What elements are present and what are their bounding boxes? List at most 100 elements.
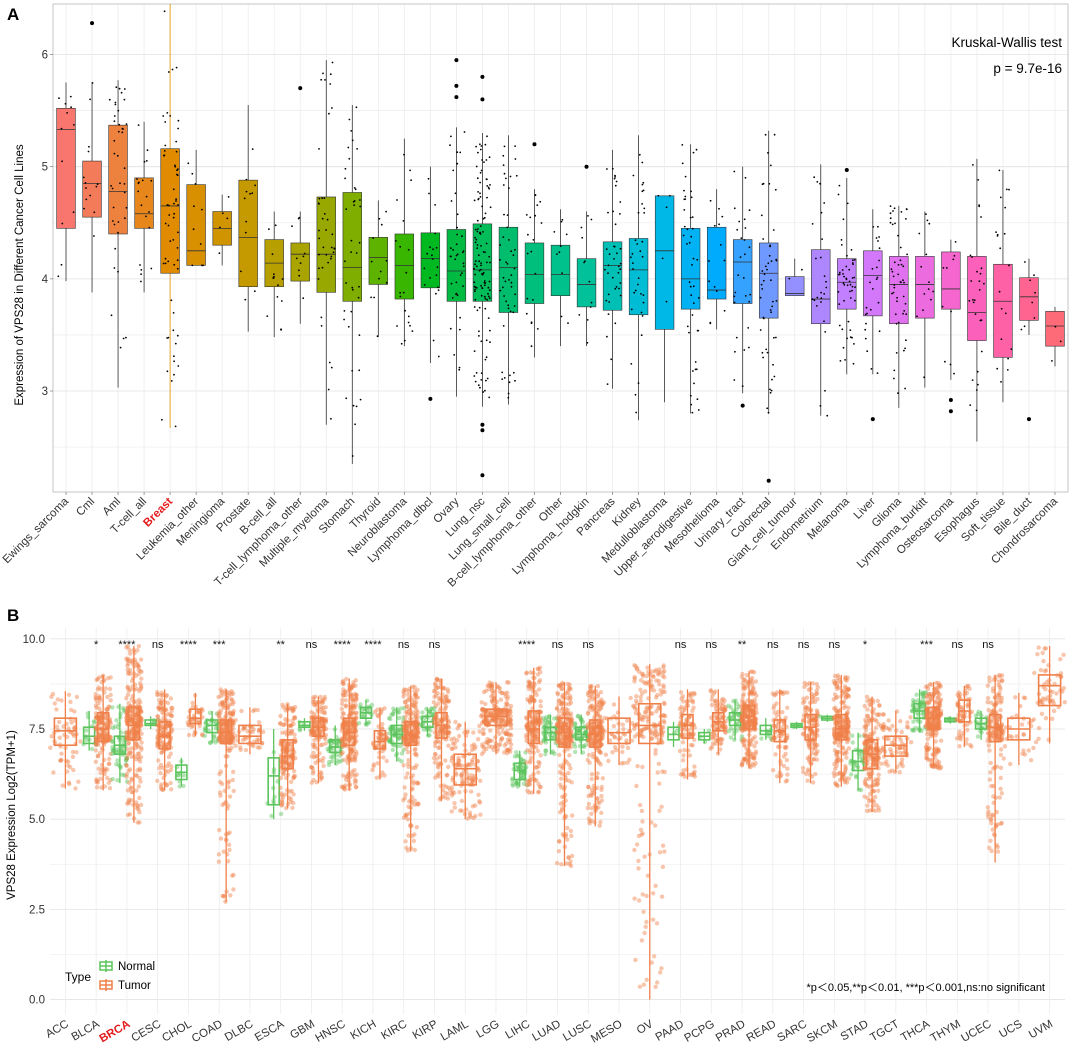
- point-thyroid: [376, 335, 379, 338]
- point-colorectal: [769, 388, 771, 391]
- point-upper-aerodigestive: [695, 148, 698, 151]
- point-esophagus: [978, 280, 981, 283]
- tumor-point-gbm: [313, 727, 319, 733]
- point-upper-aerodigestive: [691, 264, 693, 266]
- point-glioma: [903, 349, 905, 352]
- tumor-point-brca: [127, 658, 132, 664]
- tumor-point-brca: [128, 708, 134, 713]
- box-body-upper-aerodigestive: [680, 228, 701, 310]
- box-kidney: [628, 135, 649, 421]
- point-breast: [164, 222, 167, 225]
- point-lung-small-cell: [509, 374, 511, 377]
- point-upper-aerodigestive: [691, 314, 694, 316]
- point-breast: [173, 373, 175, 376]
- point-breast: [163, 154, 166, 157]
- point-ovary: [456, 151, 459, 154]
- tumor-point-lusc: [586, 784, 591, 790]
- point-lung-small-cell: [508, 187, 510, 190]
- y-tick-label: 6: [42, 49, 48, 61]
- point-colorectal: [772, 300, 774, 303]
- point-cml: [95, 185, 98, 188]
- outlier-osteosarcoma: [948, 409, 953, 414]
- tumor-point-lihc: [536, 759, 541, 765]
- point-thyroid: [385, 281, 388, 284]
- tumor-point-brca: [134, 731, 140, 737]
- point-colorectal: [766, 351, 769, 354]
- tumor-point-hnsc: [339, 701, 345, 706]
- point-endometrium: [826, 414, 829, 417]
- significance-blca: *: [94, 639, 99, 651]
- point-upper-aerodigestive: [684, 175, 687, 178]
- tumor-point-coad: [231, 769, 236, 774]
- group-blca: *: [81, 639, 113, 791]
- group-brca: ****: [110, 639, 144, 825]
- tumor-point-brca: [124, 696, 129, 701]
- tumor-point-blca: [103, 686, 108, 691]
- tumor-point-acc: [70, 754, 76, 759]
- tumor-point-cesc: [169, 764, 174, 769]
- tumor-point-luad: [565, 708, 570, 713]
- point-lung-small-cell: [502, 286, 504, 289]
- tumor-point-kirc: [406, 764, 411, 769]
- point-glioma: [889, 212, 892, 215]
- point-lung-nsc: [478, 330, 480, 333]
- point-esophagus: [974, 313, 977, 315]
- tumor-point-esca: [278, 713, 283, 719]
- point-t-cell-all: [136, 178, 138, 180]
- tumor-point-blca: [95, 780, 101, 785]
- tumor-point-coad: [231, 872, 236, 878]
- point-ovary: [452, 169, 455, 172]
- tumor-point-lgg: [488, 711, 494, 717]
- point-ewings-sarcoma: [61, 222, 64, 225]
- tumor-point-kirp: [431, 700, 436, 705]
- box-body-medulloblastoma: [654, 195, 675, 330]
- tumor-point-lgg: [498, 738, 504, 743]
- point-urinary-tract: [743, 349, 746, 351]
- point-colorectal: [761, 288, 764, 290]
- point-aml: [113, 115, 116, 117]
- tumor-point-laml: [459, 773, 464, 778]
- tumor-point-lusc: [586, 793, 591, 799]
- point-leukemia-other: [192, 228, 195, 231]
- point-aml: [123, 167, 126, 170]
- point-melanoma: [849, 336, 852, 339]
- point-urinary-tract: [735, 336, 738, 339]
- point-melanoma: [842, 346, 845, 349]
- tumor-point-esca: [282, 722, 287, 728]
- tumor-point-brca: [136, 644, 141, 649]
- tumor-point-laml: [462, 730, 467, 735]
- panel-b-marks: * **** ns **** *** ** ns **** **** ns ns **** ns ns ns…: [48, 639, 1068, 1000]
- point-multiple-myeloma: [331, 61, 334, 64]
- point-lung-small-cell: [503, 377, 506, 379]
- point-urinary-tract: [742, 277, 745, 279]
- point-t-cell-lymphoma-other: [298, 269, 300, 272]
- point-upper-aerodigestive: [681, 162, 684, 165]
- tumor-point-brca: [128, 716, 134, 721]
- point-melanoma: [849, 329, 852, 331]
- point-ewings-sarcoma: [64, 102, 67, 105]
- tumor-point-coad: [226, 779, 232, 784]
- tumor-point-brca: [128, 687, 133, 692]
- point-upper-aerodigestive: [697, 409, 700, 411]
- point-b-cell-lymphoma-other: [532, 299, 534, 301]
- point-upper-aerodigestive: [692, 151, 695, 154]
- tumor-point-kirp: [445, 687, 450, 692]
- point-colorectal: [772, 229, 775, 231]
- tumor-point-brca: [128, 786, 133, 791]
- tumor-point-lihc: [537, 687, 542, 692]
- point-t-cell-all: [140, 280, 142, 283]
- tumor-point-lgg: [503, 701, 509, 706]
- point-melanoma: [853, 259, 856, 261]
- point-stomach: [352, 404, 355, 407]
- point-glioma: [891, 223, 894, 226]
- point-glioma: [892, 291, 895, 294]
- tumor-point-brca: [124, 645, 129, 650]
- point-colorectal: [771, 378, 773, 381]
- tumor-point-lgg: [500, 729, 505, 734]
- point-ovary: [453, 354, 456, 356]
- y-tick-label: 5: [42, 162, 48, 174]
- point-neuroblastoma: [405, 271, 408, 274]
- point-breast: [167, 71, 170, 73]
- tumor-point-gbm: [320, 742, 325, 747]
- point-stomach: [348, 157, 351, 160]
